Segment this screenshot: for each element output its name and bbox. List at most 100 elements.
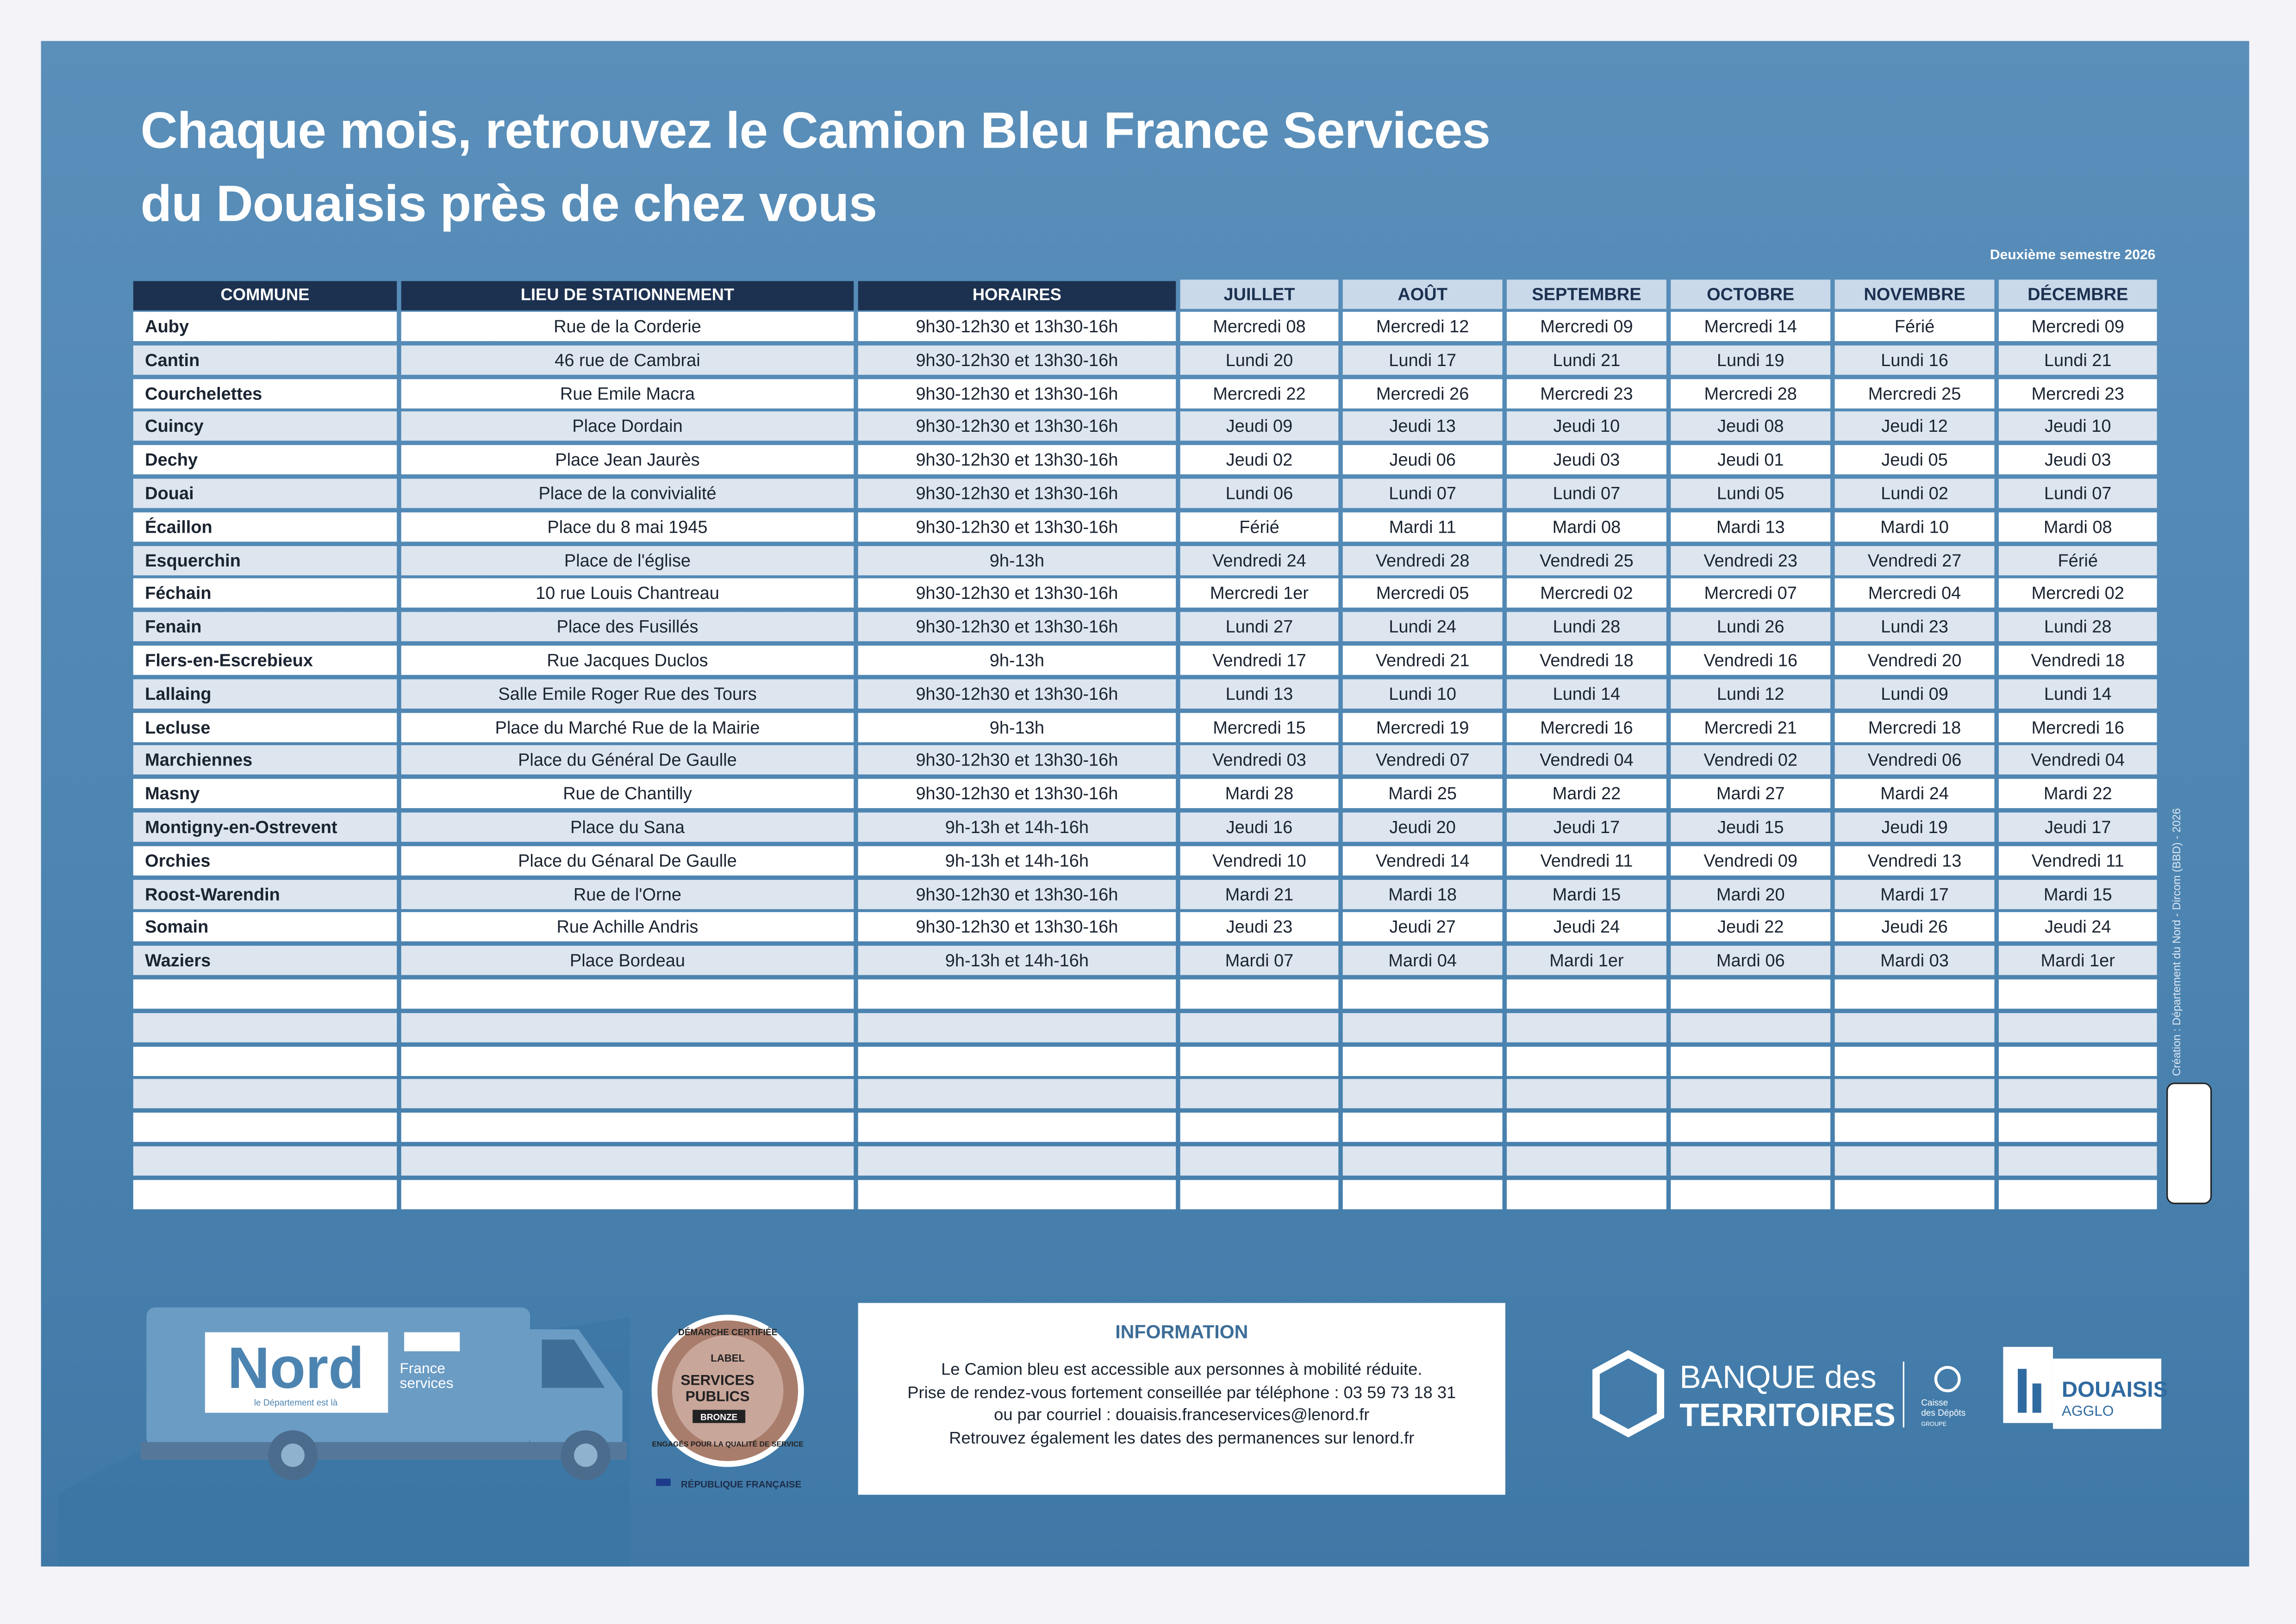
table-cell: Jeudi 23	[1180, 912, 1339, 942]
empty-cell	[1342, 1113, 1503, 1142]
column-header: NOVEMBRE	[1834, 280, 1995, 309]
semester-label: Deuxième semestre 2026	[1990, 247, 2156, 264]
table-cell: Mardi 1er	[1998, 946, 2157, 976]
table-cell: Mercredi 23	[1507, 379, 1666, 408]
empty-cell	[1671, 1146, 1831, 1176]
table-cell: Vendredi 24	[1180, 545, 1339, 575]
badge-bottom: ENGAGÉS POUR LA QUALITÉ DE SERVICE	[652, 1439, 803, 1448]
table-cell: Mercredi 18	[1834, 712, 1995, 742]
empty-cell	[1180, 1046, 1339, 1076]
table-cell: Lundi 19	[1671, 345, 1831, 375]
table-cell: Esquerchin	[133, 545, 397, 575]
table-cell: Vendredi 04	[1998, 746, 2157, 775]
table-cell: 9h30-12h30 et 13h30-16h	[858, 479, 1176, 508]
table-cell: Jeudi 10	[1998, 412, 2157, 442]
table-cell: Mercredi 19	[1342, 712, 1503, 742]
table-cell: Vendredi 27	[1834, 545, 1995, 575]
badge-label: LABEL	[711, 1352, 745, 1364]
empty-cell	[1834, 1013, 1995, 1042]
empty-cell	[1671, 1046, 1831, 1076]
empty-cell	[1342, 1046, 1503, 1076]
table-cell: Jeudi 03	[1507, 445, 1666, 475]
title-line: Chaque mois, retrouvez le Camion Bleu Fr…	[140, 102, 1491, 160]
table-cell: 9h-13h	[858, 712, 1176, 742]
table-cell: Vendredi 06	[1834, 746, 1995, 775]
table-cell: Auby	[133, 311, 397, 342]
table-cell: Mercredi 28	[1671, 379, 1831, 408]
table-cell: Vendredi 23	[1671, 545, 1831, 575]
douaisis-text: DOUAISIS	[2062, 1377, 2168, 1402]
table-cell: Lundi 21	[1998, 345, 2157, 375]
badge-top: DÉMARCHE CERTIFIÉE	[678, 1327, 777, 1338]
table-cell: Jeudi 01	[1671, 445, 1831, 475]
table-cell: Vendredi 04	[1507, 746, 1666, 775]
table-cell: Féchain	[133, 579, 397, 609]
table-cell: Vendredi 07	[1342, 746, 1503, 775]
table-cell: Lundi 23	[1834, 612, 1995, 642]
table-cell: 9h30-12h30 et 13h30-16h	[858, 612, 1176, 642]
empty-cell	[1507, 1046, 1666, 1076]
table-cell: 9h30-12h30 et 13h30-16h	[858, 679, 1176, 709]
table-cell: Waziers	[133, 946, 397, 976]
column-header: AOÛT	[1342, 280, 1503, 309]
table-cell: Jeudi 13	[1342, 412, 1503, 442]
table-cell: Jeudi 26	[1834, 912, 1995, 942]
table-cell: Lundi 24	[1342, 612, 1503, 642]
table-cell: Place Dordain	[401, 412, 854, 442]
table-cell: Cuincy	[133, 412, 397, 442]
empty-cell	[401, 1113, 854, 1142]
table-cell: Mercredi 12	[1342, 311, 1503, 342]
table-cell: Mardi 20	[1671, 879, 1831, 909]
table-cell: Vendredi 02	[1671, 746, 1831, 775]
table-cell: Montigny-en-Ostrevent	[133, 812, 397, 842]
table-cell: Mardi 15	[1507, 879, 1666, 909]
empty-cell	[1342, 1013, 1503, 1042]
table-cell: Place Bordeau	[401, 946, 854, 976]
table-cell: Mercredi 22	[1180, 379, 1339, 408]
information-line: Le Camion bleu est accessible aux person…	[941, 1361, 1423, 1379]
table-cell: Mardi 03	[1834, 946, 1995, 976]
table-cell: Salle Emile Roger Rue des Tours	[401, 679, 854, 709]
table-cell: Place Jean Jaurès	[401, 445, 854, 475]
table-cell: Roost-Warendin	[133, 879, 397, 909]
empty-cell	[1671, 979, 1831, 1009]
table-cell: Lundi 26	[1671, 612, 1831, 642]
empty-cell	[1834, 1146, 1995, 1176]
table-cell: Mardi 28	[1180, 779, 1339, 809]
table-cell: 9h30-12h30 et 13h30-16h	[858, 311, 1176, 342]
table-cell: Lundi 20	[1180, 345, 1339, 375]
empty-cell	[401, 979, 854, 1009]
table-cell: Mercredi 09	[1507, 311, 1666, 342]
table-cell: Lundi 09	[1834, 679, 1995, 709]
empty-cell	[858, 1146, 1176, 1176]
empty-cell	[401, 1146, 854, 1176]
table-cell: Place du Génaral De Gaulle	[401, 846, 854, 876]
table-cell: Mardi 08	[1507, 512, 1666, 541]
table-cell: 9h30-12h30 et 13h30-16h	[858, 379, 1176, 408]
title-line: du Douaisis près de chez vous	[140, 175, 878, 233]
empty-cell	[1507, 1179, 1666, 1209]
table-cell: Vendredi 28	[1342, 545, 1503, 575]
table-cell: Férié	[1180, 512, 1339, 541]
empty-cell	[1507, 1013, 1666, 1042]
badge-main: PUBLICS	[686, 1388, 750, 1404]
cdc-text: Caisse	[1921, 1398, 1948, 1408]
table-cell: Jeudi 10	[1507, 412, 1666, 442]
empty-cell	[1180, 1146, 1339, 1176]
information-line: ou par courriel : douaisis.franceservice…	[994, 1406, 1370, 1425]
table-cell: Flers-en-Escrebieux	[133, 646, 397, 675]
banque-logo: BANQUE des TERRITOIRES Caisse des Dépôts…	[1592, 1350, 1965, 1437]
table-cell: Vendredi 25	[1507, 545, 1666, 575]
table-cell: Place du 8 mai 1945	[401, 512, 854, 541]
table-cell: Lundi 02	[1834, 479, 1995, 508]
table-cell: Lundi 28	[1998, 612, 2157, 642]
nord-tagline: le Département est là	[254, 1398, 338, 1408]
table-cell: 9h30-12h30 et 13h30-16h	[858, 412, 1176, 442]
table-cell: Place du Général De Gaulle	[401, 746, 854, 775]
table-cell: Jeudi 09	[1180, 412, 1339, 442]
table-cell: Férié	[1834, 311, 1995, 342]
table-cell: Fenain	[133, 612, 397, 642]
table-cell: Mardi 15	[1998, 879, 2157, 909]
